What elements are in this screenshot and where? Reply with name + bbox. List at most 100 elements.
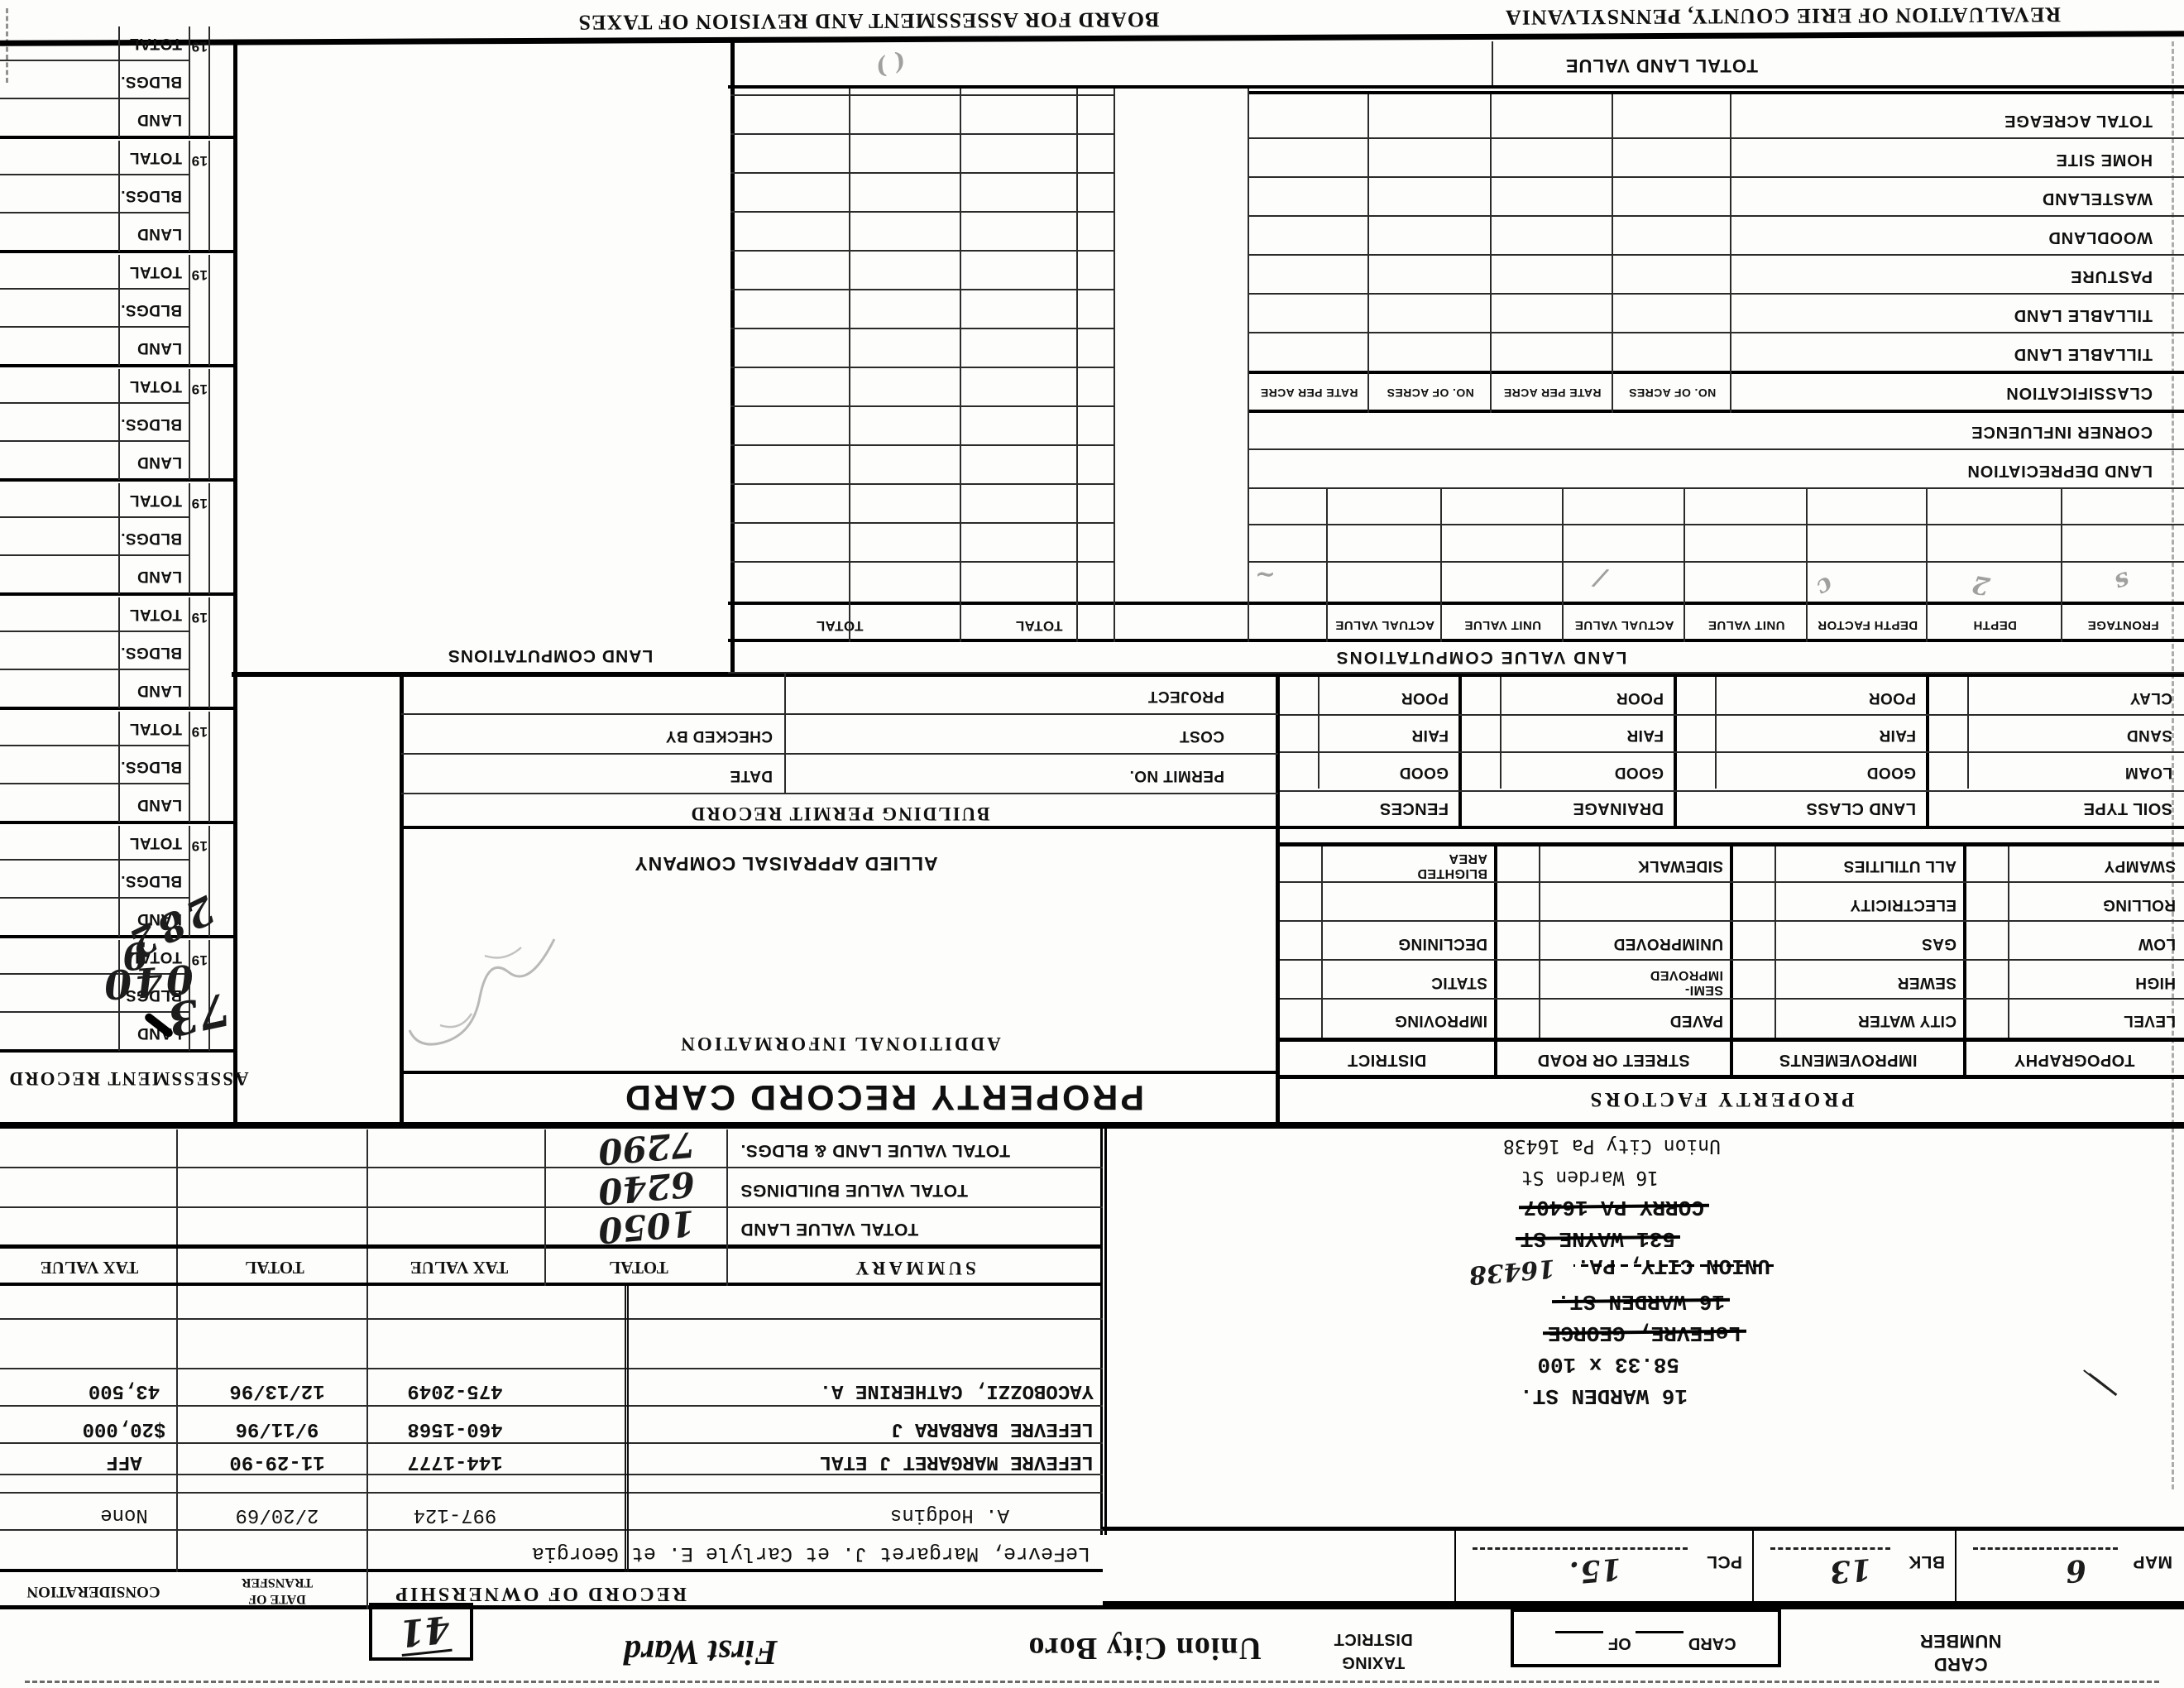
summary-row-label: TOTAL VALUE LAND	[740, 1220, 919, 1239]
assessment-year-prefix: 19	[191, 838, 208, 854]
municipality-stamp: Union City Boro	[1027, 1631, 1262, 1666]
transfer-date: 9/11/96	[235, 1417, 319, 1440]
total-header-cell: TOTAL	[1015, 618, 1063, 634]
assessment-row-label: TOTAL	[129, 492, 182, 509]
grid-line	[1326, 489, 1328, 602]
banner-left: REVALUATION OF ERIE COUNTY, PENNSYLVANIA	[1504, 2, 2062, 30]
soil-column-header: SOIL TYPE	[2083, 799, 2172, 818]
soil-column-header: LAND CLASS	[1806, 799, 1916, 818]
frontage-header-cell: UNIT VALUE	[1464, 618, 1541, 632]
classification-label: CLASSIFICATION	[2005, 384, 2153, 402]
grid-line	[0, 326, 189, 328]
grid-line	[1326, 602, 1328, 642]
factors-item-label: ALL UTILITIES	[1843, 857, 1956, 875]
deed-book-page: 460-1568	[407, 1417, 503, 1440]
card-of-card-label: CARD	[1688, 1634, 1736, 1652]
factors-item-label: IMPROVED	[1650, 968, 1723, 982]
consideration-value: AFF	[106, 1451, 142, 1473]
ward-number-box: 41	[369, 1603, 473, 1661]
owner-long-name: LeFevre, Margaret J. et Carlyle E. et Ge…	[531, 1542, 1090, 1566]
assessment-row-label: TOTAL	[129, 35, 182, 52]
assessment-row-label: TOTAL	[129, 606, 182, 623]
grid-line	[189, 597, 190, 708]
factors-item-label: HIGH	[2134, 974, 2176, 991]
soil-item-label: GOOD	[1614, 764, 1664, 781]
grid-line	[1249, 448, 2184, 450]
factors-item-label: SIDEWALK	[1637, 857, 1723, 875]
classification-col-header: NO. OF ACRES	[1628, 386, 1717, 400]
grid-line	[0, 212, 189, 213]
grid-line	[730, 561, 1115, 563]
factors-column-header: STREET OR ROAD	[1537, 1051, 1690, 1069]
grid-line	[730, 367, 1115, 368]
grid-line	[730, 172, 1115, 174]
grid-line	[1774, 846, 1776, 1038]
assessment-row-label: BLDGS.	[120, 872, 182, 890]
grid-line	[2061, 489, 2062, 602]
grid-line	[0, 745, 189, 746]
transfer-date: 12/13/96	[229, 1379, 325, 1402]
grid-line	[118, 369, 120, 480]
card-number-label-line2: NUMBER	[1919, 1631, 2002, 1652]
grid-line	[1278, 959, 2184, 961]
grid-line	[118, 141, 120, 252]
grid-line	[1278, 790, 2184, 792]
frontage-header-cell: DEPTH	[1973, 618, 2017, 632]
acreage-row-label: WOODLAND	[2048, 228, 2153, 247]
grid-line	[1249, 254, 2184, 256]
grid-line	[118, 712, 120, 822]
illegible-pencil-mark: /	[1592, 563, 1609, 593]
factors-item-label: SEWER	[1897, 974, 1956, 991]
factors-column-header: IMPROVEMENTS	[1779, 1051, 1918, 1069]
parcel-cell-value-handwritten: 15.	[1568, 1551, 1623, 1590]
soil-item-label: SAND	[2126, 727, 2172, 744]
ward-stamp: First Ward	[623, 1633, 778, 1671]
land-computations-title: LAND COMPUTATIONS	[447, 646, 654, 665]
acreage-row-label: TILLABLE LAND	[2013, 306, 2153, 324]
assessment-year-prefix: 19	[191, 724, 208, 740]
consideration-header: CONSIDERATION	[26, 1583, 160, 1600]
grid-line	[1612, 94, 1613, 413]
grid-line	[0, 288, 189, 290]
assessment-row-label: BLDGS.	[120, 758, 182, 775]
address-line: 16 Warden St	[1521, 1167, 1659, 1188]
acreage-row-label: TOTAL ACREAGE	[2004, 112, 2153, 130]
grid-line	[1249, 293, 2184, 295]
factors-column-header: TOPOGRAPHY	[2014, 1051, 2135, 1069]
grid-line	[118, 597, 120, 708]
frontage-header-cell: UNIT VALUE	[1707, 618, 1785, 632]
property-record-card-title: PROPERTY RECORD CARD	[622, 1077, 1145, 1117]
grid-line	[0, 669, 189, 670]
assessment-row-label: BLDGS.	[120, 187, 182, 204]
date-of-transfer-header-line1: DATE OF	[248, 1592, 306, 1606]
card-of-box: CARD OF	[1511, 1609, 1781, 1667]
grid-line	[189, 141, 190, 252]
grid-line	[0, 174, 189, 175]
grid-line	[1500, 677, 1502, 789]
illegible-pencil-mark: 2	[1970, 568, 1992, 601]
grid-line	[0, 60, 189, 61]
summary-total-handwritten: 7290	[596, 1123, 697, 1173]
grid-line	[1249, 410, 2184, 413]
parcel-cell-label: PCL	[1706, 1552, 1742, 1571]
permit-row-label: DATE	[730, 767, 773, 784]
soil-item-label: LOAM	[2124, 764, 2172, 781]
ward-number-handwritten: 41	[397, 1606, 453, 1657]
soil-item-label: FAIR	[1879, 727, 1916, 744]
permit-row-label: PROJECT	[1147, 688, 1224, 705]
additional-information-title: ADDITIONAL INFORMATION	[678, 1033, 1001, 1054]
grid-line	[1490, 94, 1492, 413]
grid-line	[0, 516, 189, 518]
parcel-cell-label: BLK	[1908, 1552, 1945, 1571]
date-of-transfer-header-line2: TRANSFER	[241, 1575, 314, 1590]
total-header-cell: TOTAL	[816, 618, 864, 634]
grid-line	[1440, 602, 1442, 642]
grid-line	[0, 402, 189, 404]
assessment-row-label: BLDGS.	[120, 301, 182, 319]
illegible-pencil-mark: ( )	[873, 47, 909, 83]
pencil-scribble	[408, 938, 556, 1046]
grid-line	[189, 483, 190, 594]
card-of-blank2	[1555, 1631, 1604, 1652]
assessment-year-prefix: 19	[191, 381, 208, 397]
